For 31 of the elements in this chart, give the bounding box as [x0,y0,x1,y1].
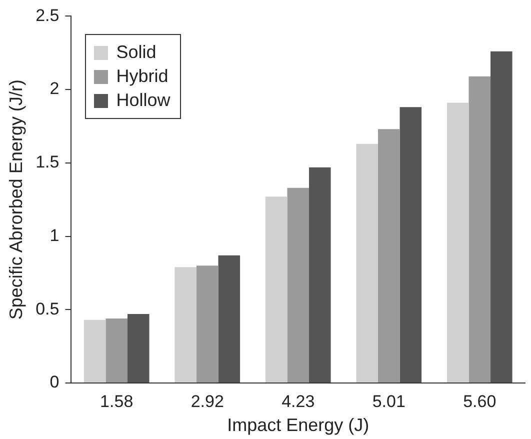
y-tick-label: 2 [50,79,60,98]
bar [84,320,106,382]
legend-label: Solid [116,42,156,64]
y-tick-label: 1 [50,226,60,245]
x-axis-title: Impact Energy (J) [227,415,370,436]
y-axis-title: Specific Abrorbed Energy (J/r) [6,80,26,320]
y-tick-label: 2.5 [36,6,60,25]
x-tick-label: 4.23 [282,392,315,411]
bar [196,266,218,382]
bar [356,144,378,382]
bar [468,76,491,382]
legend-label: Hollow [116,90,170,112]
bar [218,255,240,382]
y-tick-label: 0 [50,372,60,392]
bar [174,267,196,382]
x-tick-label: 5.01 [372,392,406,411]
y-tick-label: 0.5 [36,299,60,318]
bar [378,129,400,382]
bar [309,167,331,382]
y-tick-label: 1.5 [36,152,60,172]
legend-label: Hybrid [116,66,168,88]
x-tick-label: 5.60 [463,392,496,411]
bar [287,188,310,382]
bar [265,196,288,382]
bar [490,51,512,382]
bar [128,314,150,382]
x-tick-label: 2.92 [190,392,224,411]
bar [106,318,128,382]
bar [446,102,469,382]
x-tick-label: 1.58 [100,392,134,411]
bar [400,107,422,382]
